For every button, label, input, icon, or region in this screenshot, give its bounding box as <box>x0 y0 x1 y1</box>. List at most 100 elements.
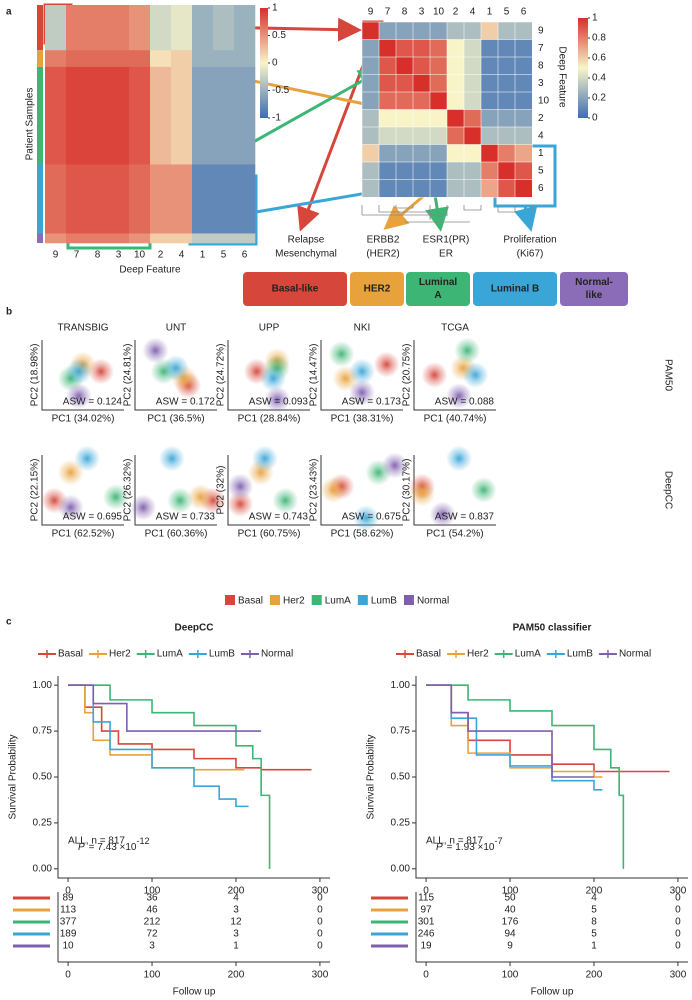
heatmap-cell <box>45 50 67 68</box>
heatmap-cell <box>446 39 465 58</box>
y-axis-label: PC2 (14.47%) <box>309 344 320 407</box>
heatmap-cell <box>480 109 499 128</box>
colorbar-tick-label: 1 <box>272 3 278 14</box>
x-tick-label: 0 <box>423 886 429 897</box>
p-value: P = 7.43 ×10-12 <box>78 836 150 852</box>
p-text: = 1.93 ×10 <box>447 841 495 852</box>
heatmap-cell <box>45 164 67 234</box>
risk-count: 212 <box>144 917 161 928</box>
heatmap-cell <box>192 66 214 165</box>
risk-count: 5 <box>591 929 597 940</box>
legend-label: Basal <box>416 649 441 660</box>
heatmap-cell <box>66 164 88 234</box>
legend-label: Her2 <box>283 596 305 607</box>
legend-label: Her2 <box>467 649 489 660</box>
x-tick-label: 200 <box>586 886 603 897</box>
subtype-label: like <box>586 290 603 301</box>
legend-swatch <box>403 595 414 605</box>
subtype-box <box>243 272 347 306</box>
heatmap-cell <box>45 5 67 51</box>
heatmap-cell <box>378 161 397 181</box>
x-tick-label: 8 <box>402 7 408 18</box>
colorbar <box>260 8 268 118</box>
y-tick-label: 0.25 <box>33 818 53 829</box>
risk-count: 19 <box>421 941 433 952</box>
heatmap-cell <box>213 164 235 234</box>
heatmap-cell <box>213 5 235 51</box>
heatmap-cell <box>395 56 414 76</box>
colorbar-tick-label: 0.5 <box>272 30 286 41</box>
x-tick-label: 9 <box>53 250 59 261</box>
note: ALL, n = 817 <box>68 835 125 846</box>
y-tick-label: 6 <box>538 183 544 194</box>
x-tick-label: 300 <box>670 970 687 981</box>
risk-count: 46 <box>146 905 158 916</box>
heatmap-cell <box>87 50 109 68</box>
heatmap-cell <box>429 144 448 163</box>
cluster-cloud <box>102 484 129 510</box>
p-text: = 7.43 ×10 <box>89 841 137 852</box>
y-tick-label: 9 <box>538 25 544 36</box>
heatmap-cell <box>378 39 397 58</box>
heatmap-cell <box>395 144 414 163</box>
heatmap-cell <box>463 179 482 198</box>
risk-count: 40 <box>504 905 516 916</box>
heatmap-cell <box>234 164 256 234</box>
risk-count: 12 <box>230 917 242 928</box>
heatmap-cell <box>150 233 172 244</box>
panel-label: b <box>6 307 12 318</box>
heatmap-cell <box>446 56 465 76</box>
heatmap-cell <box>129 5 151 51</box>
cluster-cloud <box>227 473 254 500</box>
survival-curve <box>426 684 625 869</box>
cluster-cloud <box>446 383 473 409</box>
survival-curve <box>426 684 670 773</box>
heatmap-cell <box>463 161 482 181</box>
subtype-label: Basal-like <box>272 284 319 295</box>
column-title: TRANSBIG <box>57 323 108 334</box>
colorbar-tick-label: 0 <box>272 58 278 69</box>
row-annotation <box>37 5 43 51</box>
column-title: UPP <box>259 323 280 334</box>
heatmap-cell <box>395 161 414 181</box>
x-tick-label: 7 <box>74 250 80 261</box>
heatmap-cell <box>45 233 67 244</box>
annotation: ERBB2 <box>367 235 400 246</box>
heatmap-cell <box>514 21 533 41</box>
heatmap-cell <box>514 109 533 128</box>
axis-line <box>41 340 124 411</box>
heatmap-cell <box>429 109 448 128</box>
colorbar-tick-label: -1 <box>272 113 281 124</box>
heatmap-cell <box>497 179 516 198</box>
risk-count: 377 <box>60 917 77 928</box>
x-tick-label: 0 <box>65 886 71 897</box>
y-tick-label: 0.75 <box>391 726 411 737</box>
cluster-cloud <box>381 452 408 479</box>
y-axis-label: PC2 (24.72%) <box>216 344 227 407</box>
heatmap-cell <box>395 109 414 128</box>
cluster-cloud <box>373 351 400 378</box>
heatmap-cell <box>87 5 109 51</box>
cluster-cloud <box>320 477 347 503</box>
axis-line <box>227 455 310 526</box>
heatmap-cell <box>108 50 130 68</box>
heatmap-cell <box>150 5 172 51</box>
axis-line <box>134 455 217 526</box>
p-exponent: -12 <box>137 836 150 846</box>
heatmap-cell <box>514 126 533 146</box>
legend-label: LumA <box>515 649 541 660</box>
heatmap-cell <box>361 144 380 163</box>
risk-count: 113 <box>60 905 76 916</box>
heatmap-cell <box>480 91 499 111</box>
y-tick-label: 0.75 <box>33 726 53 737</box>
heatmap-cell <box>514 144 533 163</box>
heatmap-cell <box>129 164 151 234</box>
cluster-cloud <box>264 386 291 413</box>
y-tick-label: 0.50 <box>33 772 53 783</box>
cluster-cloud <box>353 505 380 531</box>
risk-count: 301 <box>418 917 435 928</box>
heatmap-cell <box>412 39 431 58</box>
legend-swatch <box>311 595 322 605</box>
heatmap-cell <box>378 179 397 198</box>
y-axis-label: PC2 (24.81%) <box>123 344 134 407</box>
